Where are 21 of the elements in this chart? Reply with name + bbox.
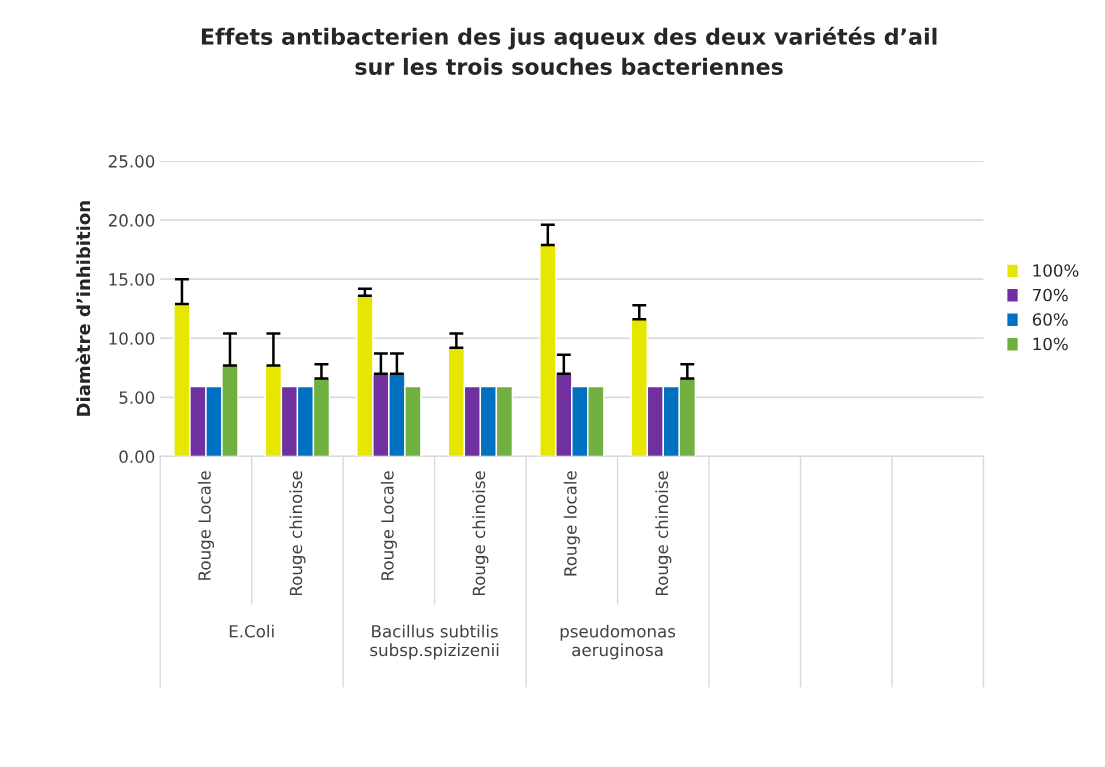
text: E.Coli: [229, 624, 274, 638]
y-tick-label: 0.00: [119, 450, 155, 463]
y-tick-label: 15.00: [109, 273, 155, 286]
chart-title: Effets antibacterien des jus aqueux des deux variétés d’ail sur les trois souches bacteriennes: [201, 26, 937, 76]
legend-label: 70%: [1033, 288, 1068, 302]
x-tick-label: Rouge chinoise: [289, 471, 306, 596]
x-tick-label: Rouge Locale: [380, 471, 397, 580]
legend-label: 100%: [1033, 264, 1079, 277]
y-tick-label: 5.00: [119, 391, 155, 404]
legend-label: 10%: [1033, 337, 1068, 351]
x-tick-label: Rouge chinoise: [472, 471, 489, 596]
x-tick-label: Rouge chinoise: [655, 471, 672, 596]
legend-label: 60%: [1032, 313, 1068, 326]
y-tick-label: 25.00: [108, 155, 155, 168]
x-tick-label: Rouge Locale: [197, 471, 215, 580]
y-tick-label: 10.00: [109, 332, 155, 345]
y-axis-title: Diamètre d’inhibition: [75, 201, 91, 416]
text: Bacillus subtilis subsp.spizizenii: [370, 624, 499, 660]
text: pseudomonas aeruginosa: [560, 624, 676, 660]
y-tick-label: 20.00: [108, 214, 155, 227]
x-tick-label: Rouge locale: [563, 471, 580, 576]
